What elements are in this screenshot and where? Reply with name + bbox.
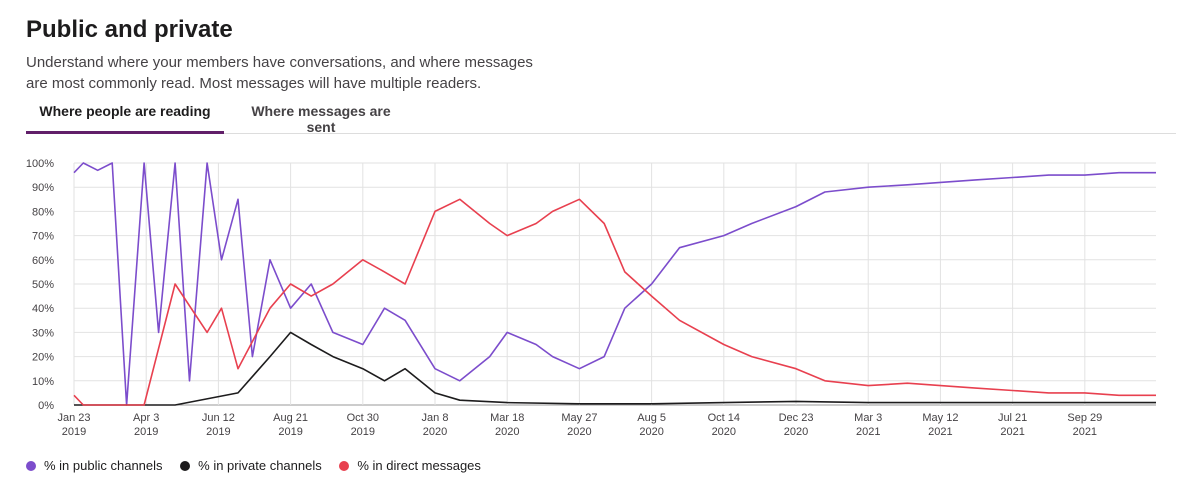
- y-tick-label: 80%: [32, 206, 54, 218]
- x-tick-year-label: 2020: [784, 426, 808, 438]
- x-tick-year-label: 2019: [351, 426, 375, 438]
- x-tick-label: Jan 8: [422, 412, 449, 424]
- x-tick-label: Oct 30: [347, 412, 379, 424]
- x-tick-label: May 12: [922, 412, 958, 424]
- x-tick-year-label: 2019: [62, 426, 86, 438]
- page-subtitle: Understand where your members have conve…: [26, 54, 533, 92]
- x-tick-label: Jul 21: [998, 412, 1027, 424]
- legend-item-direct: % in direct messages: [339, 458, 481, 473]
- legend-dot-public: [26, 460, 36, 471]
- x-tick-label: Mar 3: [854, 412, 882, 424]
- x-tick-label: Apr 3: [133, 412, 159, 424]
- page-title: Public and private: [26, 16, 233, 43]
- y-tick-label: 30%: [32, 327, 54, 339]
- legend-label: % in direct messages: [357, 458, 481, 473]
- y-tick-label: 100%: [26, 158, 54, 170]
- tab-where-people-are-reading[interactable]: Where people are reading: [26, 100, 224, 134]
- x-tick-label: Mar 18: [490, 412, 524, 424]
- series-line-2: [73, 198, 1156, 406]
- x-tick-label: Jun 12: [202, 412, 235, 424]
- legend-item-private: % in private channels: [180, 458, 322, 473]
- x-tick-year-label: 2019: [206, 426, 230, 438]
- y-tick-label: 10%: [32, 376, 54, 388]
- tab-bar: Where people are reading Where messages …: [26, 100, 1176, 135]
- y-tick-label: 90%: [32, 182, 54, 194]
- x-tick-year-label: 2019: [278, 426, 302, 438]
- tab-label: Where messages are sent: [251, 103, 391, 135]
- x-tick-label: May 27: [561, 412, 597, 424]
- tab-label: Where people are reading: [39, 103, 211, 119]
- x-tick-year-label: 2021: [856, 426, 880, 438]
- x-tick-year-label: 2020: [567, 426, 591, 438]
- line-chart: 0% 10% 20% 30% 40% 50% 60% 70% 80% 90% 100% Jan 23 2…: [26, 158, 1156, 438]
- legend-dot-private: [180, 460, 191, 471]
- x-tick-label: Dec 23: [779, 412, 814, 424]
- legend-item-public: % in public channels: [26, 458, 163, 473]
- x-tick-year-label: 2020: [495, 426, 519, 438]
- legend-dot-direct: [339, 460, 350, 471]
- x-tick-year-label: 2020: [712, 426, 736, 438]
- x-tick-year-label: 2020: [639, 426, 663, 438]
- x-tick-label: Oct 14: [708, 412, 740, 424]
- y-tick-label: 60%: [32, 255, 54, 267]
- chart-legend: % in public channels % in private channe…: [26, 458, 495, 474]
- y-tick-label: 0%: [38, 400, 54, 412]
- x-tick-label: Jan 23: [57, 412, 90, 424]
- x-tick-label: Aug 5: [637, 412, 666, 424]
- x-tick-year-label: 2021: [928, 426, 952, 438]
- y-tick-label: 50%: [32, 279, 54, 291]
- legend-label: % in private channels: [198, 458, 322, 473]
- x-tick-year-label: 2021: [1073, 426, 1097, 438]
- x-tick-year-label: 2019: [134, 426, 158, 438]
- x-tick-year-label: 2020: [423, 426, 447, 438]
- x-tick-label: Sep 29: [1067, 412, 1102, 424]
- y-tick-label: 20%: [32, 352, 54, 364]
- x-tick-label: Aug 21: [273, 412, 308, 424]
- x-tick-year-label: 2021: [1000, 426, 1024, 438]
- tab-where-messages-are-sent[interactable]: Where messages are sent: [236, 100, 406, 135]
- series-line-0: [73, 162, 1156, 406]
- legend-label: % in public channels: [44, 458, 163, 473]
- y-tick-label: 70%: [32, 231, 54, 243]
- y-tick-label: 40%: [32, 303, 54, 315]
- series-line-1: [74, 331, 1156, 406]
